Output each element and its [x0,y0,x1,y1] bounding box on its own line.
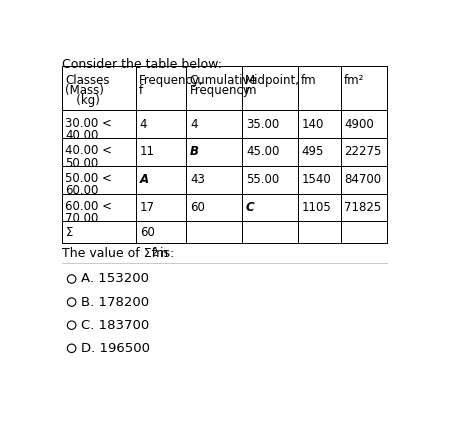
Text: A: A [140,173,149,186]
Bar [298,194,340,221]
Text: 84700: 84700 [344,173,382,186]
Text: 60: 60 [140,226,155,238]
Bar [242,194,298,221]
Text: 2: 2 [151,248,158,258]
Bar [298,66,340,110]
Text: 50.00: 50.00 [66,156,99,169]
Text: 11: 11 [140,146,155,159]
Bar [186,110,242,138]
Text: C. 183700: C. 183700 [80,319,149,332]
Bar [242,110,298,138]
Text: 4: 4 [140,118,147,131]
Text: 495: 495 [302,146,324,159]
Bar [298,166,340,194]
Bar [136,66,186,110]
Text: fm²: fm² [343,74,364,87]
Bar [62,66,136,110]
Text: Frequency: Frequency [189,84,250,97]
Bar [62,138,136,166]
Text: 60.00 <: 60.00 < [66,200,112,213]
Bar [298,110,340,138]
Bar [340,138,387,166]
Text: 4900: 4900 [344,118,374,131]
Bar [62,221,136,243]
Bar [186,221,242,243]
Text: 50.00 <: 50.00 < [66,172,112,185]
Text: 70.00: 70.00 [66,212,99,225]
Text: The value of Σfm: The value of Σfm [62,248,168,260]
Bar [298,138,340,166]
Text: 4: 4 [190,118,198,131]
Text: fm: fm [301,74,317,87]
Bar [340,166,387,194]
Bar [186,166,242,194]
Text: 43: 43 [190,173,205,186]
Bar [186,66,242,110]
Text: m: m [245,84,257,97]
Text: 1105: 1105 [302,201,331,214]
Bar [62,110,136,138]
Bar [298,221,340,243]
Text: 71825: 71825 [344,201,382,214]
Text: 45.00: 45.00 [246,146,279,159]
Text: Σ: Σ [66,226,74,238]
Text: 60: 60 [190,201,205,214]
Text: A. 153200: A. 153200 [80,273,149,286]
Bar [186,194,242,221]
Bar [136,166,186,194]
Text: 40.00: 40.00 [66,129,99,142]
Text: Consider the table below:: Consider the table below: [62,58,222,71]
Bar [186,138,242,166]
Text: B. 178200: B. 178200 [80,295,149,308]
Text: 140: 140 [302,118,324,131]
Text: (kg): (kg) [66,94,100,107]
Text: f: f [139,84,143,97]
Text: D. 196500: D. 196500 [80,342,150,355]
Bar [242,138,298,166]
Bar [242,66,298,110]
Bar [62,166,136,194]
Bar [136,194,186,221]
Text: Classes: Classes [66,74,110,87]
Bar [340,221,387,243]
Text: 17: 17 [140,201,155,214]
Bar [136,221,186,243]
Text: 60.00: 60.00 [66,184,99,197]
Bar [340,66,387,110]
Text: is:: is: [156,248,174,260]
Text: Midpoint,: Midpoint, [245,74,300,87]
Text: 35.00: 35.00 [246,118,279,131]
Bar [62,194,136,221]
Text: 30.00 <: 30.00 < [66,117,112,130]
Bar [242,221,298,243]
Bar [340,110,387,138]
Bar [242,166,298,194]
Text: 22275: 22275 [344,146,382,159]
Text: B: B [190,146,199,159]
Text: 1540: 1540 [302,173,331,186]
Bar [136,110,186,138]
Text: C: C [246,201,255,214]
Bar [340,194,387,221]
Text: 55.00: 55.00 [246,173,279,186]
Text: Cumulative: Cumulative [189,74,257,87]
Bar [136,138,186,166]
Text: Frequency,: Frequency, [139,74,204,87]
Text: (Mass): (Mass) [66,84,104,97]
Text: 40.00 <: 40.00 < [66,144,112,157]
